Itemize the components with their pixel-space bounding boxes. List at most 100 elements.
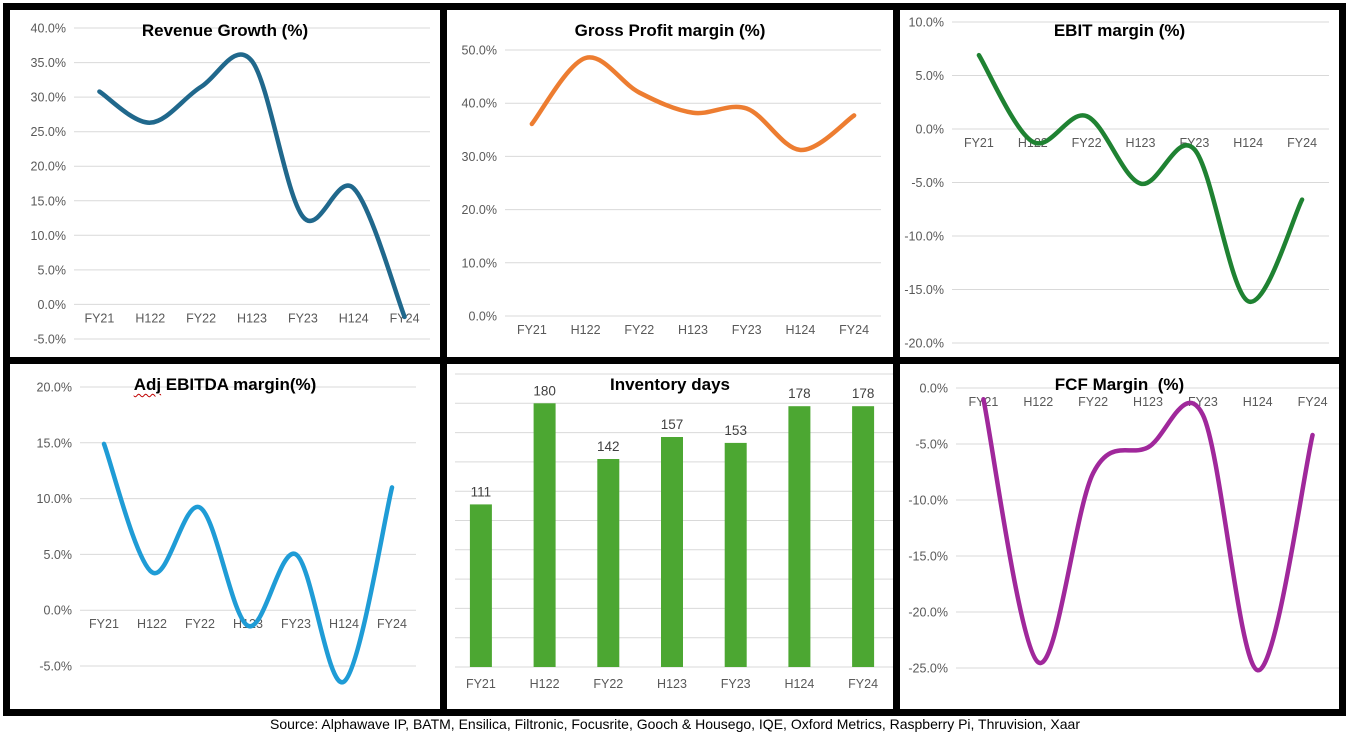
line-series <box>97 52 407 320</box>
svg-text:20.0%: 20.0% <box>31 160 66 174</box>
y-axis-labels: 0.0% -5.0% -10.0% -15.0% -20.0% -25.0% <box>908 382 948 676</box>
svg-text:H123: H123 <box>237 311 267 325</box>
svg-text:-10.0%: -10.0% <box>908 494 948 508</box>
line-series <box>976 52 1305 304</box>
svg-text:-15.0%: -15.0% <box>904 283 944 297</box>
chart-cell-inventory-days: Inventory days FY21 H122 FY22 H123 FY23 H124 F… <box>447 364 900 709</box>
svg-text:0.0%: 0.0% <box>38 298 67 312</box>
svg-text:FY23: FY23 <box>732 323 762 337</box>
adj-ebitda-margin-chart-svg: 20.0% 15.0% 10.0% 5.0% 0.0% -5.0% FY21 H122 FY22… <box>37 381 416 685</box>
x-axis-labels: FY21 H122 FY22 H123 FY23 H124 FY24 <box>964 136 1317 150</box>
x-axis-labels: FY21 H122 FY22 H123 FY23 H124 FY24 <box>517 323 869 337</box>
svg-text:FY22: FY22 <box>185 617 215 631</box>
svg-text:0.0%: 0.0% <box>469 310 498 324</box>
svg-text:FY23: FY23 <box>281 617 311 631</box>
svg-text:FY23: FY23 <box>288 311 318 325</box>
y-axis-labels: 40.0% 35.0% 30.0% 25.0% 20.0% 15.0% 10.0% 5.0% 0… <box>31 22 66 347</box>
svg-text:5.0%: 5.0% <box>916 69 945 83</box>
svg-text:-15.0%: -15.0% <box>908 550 948 564</box>
chart-cell-adj-ebitda-margin: Adj EBITDA margin(%) 20.0% 15.0% 10.0% 5.0%… <box>10 364 447 709</box>
misspelled-word: Adj <box>133 375 162 394</box>
svg-text:35.0%: 35.0% <box>31 56 66 70</box>
svg-text:153: 153 <box>724 423 747 438</box>
x-axis-labels: FY21 H122 FY22 H123 FY23 H124 FY24 <box>968 395 1327 409</box>
svg-text:H124: H124 <box>785 323 815 337</box>
chart-title: Revenue Growth (%) <box>141 21 309 40</box>
svg-text:H123: H123 <box>657 677 687 691</box>
svg-text:-5.0%: -5.0% <box>39 660 72 674</box>
y-axis-labels: 50.0% 40.0% 30.0% 20.0% 10.0% 0.0% <box>462 44 497 324</box>
svg-text:142: 142 <box>597 439 620 454</box>
y-axis-labels: 20.0% 15.0% 10.0% 5.0% 0.0% -5.0% <box>37 381 72 674</box>
svg-text:FY24: FY24 <box>839 323 869 337</box>
chart-cell-revenue-growth: Revenue Growth (%) 40.0% 35.0% 30.0% 25.0% 2… <box>10 10 447 364</box>
x-axis-labels: FY21 H122 FY22 H123 FY23 H124 FY24 <box>84 311 419 325</box>
svg-text:H122: H122 <box>530 677 560 691</box>
svg-text:H122: H122 <box>1023 395 1053 409</box>
svg-text:FY24: FY24 <box>377 617 407 631</box>
svg-text:FY21: FY21 <box>84 311 114 325</box>
gross-profit-margin-chart-svg: 50.0%40.0%30.0%20.0%10.0%0.0%FY21 H122 FY2… <box>462 44 881 337</box>
chart-title: Adj EBITDA margin(%) <box>133 375 317 394</box>
svg-text:15.0%: 15.0% <box>37 436 72 450</box>
svg-text:H124: H124 <box>339 311 369 325</box>
svg-text:FY21: FY21 <box>89 617 119 631</box>
svg-text:-5.0%: -5.0% <box>915 438 948 452</box>
chart-title: EBIT margin (%) <box>1053 21 1186 40</box>
svg-text:FY21: FY21 <box>964 136 994 150</box>
chart-title: Inventory days <box>610 375 730 394</box>
svg-text:30.0%: 30.0% <box>31 91 66 105</box>
chart-cell-fcf-margin: FCF Margin (%) 0.0% -5.0% -10.0% -15.0% -20.… <box>900 364 1339 709</box>
svg-text:FY23: FY23 <box>721 677 751 691</box>
gridlines <box>74 27 430 340</box>
source-attribution: Source: Alphawave IP, BATM, Ensilica, Fi… <box>0 716 1350 732</box>
svg-text:20.0%: 20.0% <box>462 203 497 217</box>
svg-text:FY22: FY22 <box>186 311 216 325</box>
svg-text:FY24: FY24 <box>1287 136 1317 150</box>
svg-text:10.0%: 10.0% <box>37 492 72 506</box>
revenue-growth-chart-svg: 40.0% 35.0% 30.0% 25.0% 20.0% 15.0% 10.0% 5.0% 0… <box>31 22 430 347</box>
svg-text:H122: H122 <box>137 617 167 631</box>
svg-text:FY24: FY24 <box>848 677 878 691</box>
gridlines <box>505 49 881 317</box>
svg-text:20.0%: 20.0% <box>37 381 72 395</box>
svg-text:10.0%: 10.0% <box>909 16 944 30</box>
fcf-margin-chart-svg: 0.0%-5.0%-10.0%-15.0%-20.0%-25.0%FY21 H12… <box>908 382 1339 676</box>
svg-text:H124: H124 <box>784 677 814 691</box>
svg-text:5.0%: 5.0% <box>38 263 67 277</box>
svg-text:FY22: FY22 <box>624 323 654 337</box>
svg-text:25.0%: 25.0% <box>31 125 66 139</box>
chart-cell-gross-profit-margin: Gross Profit margin (%) 50.0% 40.0% 30.0% 2… <box>447 10 900 364</box>
svg-text:30.0%: 30.0% <box>462 150 497 164</box>
x-axis-labels: FY21 H122 FY22 H123 FY23 H124 FY24 <box>466 677 878 691</box>
svg-text:0.0%: 0.0% <box>920 382 949 396</box>
gridlines <box>956 387 1339 669</box>
bar-data-labels: 111 180 142 157 153 178 178 <box>471 383 875 499</box>
svg-text:157: 157 <box>661 417 684 432</box>
svg-text:FY21: FY21 <box>466 677 496 691</box>
svg-text:H124: H124 <box>1233 136 1263 150</box>
svg-text:H124: H124 <box>329 617 359 631</box>
line-series <box>529 55 857 153</box>
svg-text:15.0%: 15.0% <box>31 194 66 208</box>
svg-text:FY22: FY22 <box>1072 136 1102 150</box>
svg-text:H124: H124 <box>1243 395 1273 409</box>
svg-text:111: 111 <box>471 484 492 499</box>
chart-title: Gross Profit margin (%) <box>574 21 766 40</box>
svg-text:-25.0%: -25.0% <box>908 662 948 676</box>
svg-text:10.0%: 10.0% <box>462 256 497 270</box>
svg-text:-5.0%: -5.0% <box>911 176 944 190</box>
svg-text:FY24: FY24 <box>1298 395 1328 409</box>
chart-cell-ebit-margin: EBIT margin (%) 10.0% 5.0% 0.0% -5.0% -10.0%… <box>900 10 1339 364</box>
svg-text:FY22: FY22 <box>593 677 623 691</box>
bar-series <box>469 403 875 667</box>
line-series <box>981 396 1315 673</box>
svg-text:-10.0%: -10.0% <box>904 230 944 244</box>
svg-text:50.0%: 50.0% <box>462 44 497 58</box>
gridlines <box>80 386 416 667</box>
svg-text:H122: H122 <box>135 311 165 325</box>
svg-text:0.0%: 0.0% <box>44 604 73 618</box>
svg-text:FY21: FY21 <box>517 323 547 337</box>
svg-text:H123: H123 <box>678 323 708 337</box>
